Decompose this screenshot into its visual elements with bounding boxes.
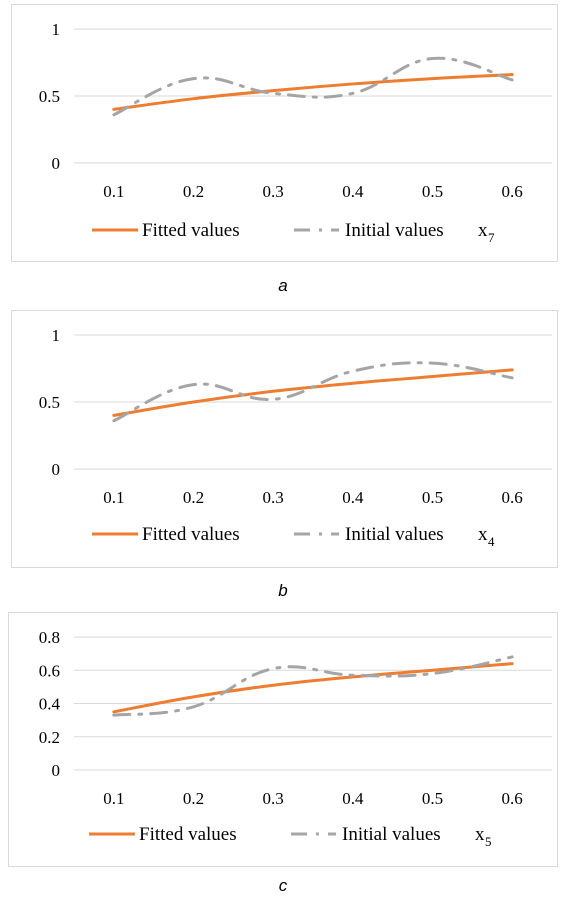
x-tick-label: 0.1 bbox=[103, 488, 124, 507]
x-tick-label: 0.6 bbox=[502, 488, 523, 507]
y-tick-label: 0.5 bbox=[39, 393, 60, 412]
x-tick-label: 0.2 bbox=[183, 789, 204, 808]
chart-svg-b: 0 0.5 1 0.1 0.2 0.3 0.4 0.5 0.6 Fitted values Init… bbox=[39, 326, 552, 549]
chart-caption-c: c bbox=[278, 876, 288, 895]
chart-panel-b: 0 0.5 1 0.1 0.2 0.3 0.4 0.5 0.6 Fitted values Init… bbox=[11, 310, 558, 568]
x-tick-label: 0.5 bbox=[422, 488, 443, 507]
x-tick-label: 0.2 bbox=[183, 488, 204, 507]
legend-variable-subscript: 5 bbox=[485, 834, 492, 849]
legend-variable-label: x bbox=[475, 824, 485, 845]
x-tick-label: 0.6 bbox=[502, 182, 523, 201]
y-tick-label: 0.4 bbox=[39, 695, 61, 714]
x-tick-label: 0.2 bbox=[183, 182, 204, 201]
x-tick-label: 0.1 bbox=[103, 789, 124, 808]
y-tick-label: 1 bbox=[52, 20, 61, 39]
x-tick-label: 0.4 bbox=[342, 488, 364, 507]
legend-variable-label: x bbox=[478, 220, 488, 241]
y-tick-label: 1 bbox=[52, 326, 61, 345]
initial-values-line bbox=[112, 655, 514, 717]
fitted-values-line bbox=[112, 662, 514, 714]
chart-panel-a: 0 0.5 1 0.1 0.2 0.3 0.4 0.5 0.6 Fitted values Init… bbox=[11, 4, 558, 262]
legend-variable-label: x bbox=[478, 524, 488, 545]
x-tick-label: 0.6 bbox=[502, 789, 523, 808]
chart-svg-a: 0 0.5 1 0.1 0.2 0.3 0.4 0.5 0.6 Fitted values Init… bbox=[39, 20, 552, 245]
legend-fitted-label: Fitted values bbox=[142, 524, 240, 545]
x-tick-label: 0.5 bbox=[422, 182, 443, 201]
legend-variable-subscript: 7 bbox=[488, 230, 495, 245]
y-tick-label: 0.6 bbox=[39, 661, 60, 680]
x-tick-label: 0.3 bbox=[263, 182, 284, 201]
y-tick-label: 0.5 bbox=[39, 87, 60, 106]
fitted-values-line bbox=[112, 368, 514, 417]
y-tick-label: 0 bbox=[52, 154, 61, 173]
legend-initial-label: Initial values bbox=[345, 524, 444, 545]
x-tick-label: 0.4 bbox=[342, 789, 364, 808]
chart-caption-b: b bbox=[278, 581, 288, 600]
chart-caption-a: a bbox=[278, 276, 288, 295]
y-tick-label: 0 bbox=[52, 460, 61, 479]
legend-initial-label: Initial values bbox=[345, 220, 444, 241]
x-tick-label: 0.3 bbox=[263, 789, 284, 808]
y-tick-label: 0.8 bbox=[39, 628, 60, 647]
y-tick-label: 0.2 bbox=[39, 728, 60, 747]
legend-fitted-label: Fitted values bbox=[142, 220, 240, 241]
chart-svg-c: 0 0.2 0.4 0.6 0.8 0.1 0.2 0.3 0.4 0.5 0.6 Fitted va… bbox=[39, 628, 552, 849]
y-tick-label: 0 bbox=[52, 761, 61, 780]
initial-values-line bbox=[112, 361, 514, 423]
legend-initial-label: Initial values bbox=[342, 824, 441, 845]
fitted-values-line bbox=[112, 73, 514, 111]
x-tick-label: 0.1 bbox=[103, 182, 124, 201]
legend-variable-subscript: 4 bbox=[488, 534, 495, 549]
legend-fitted-label: Fitted values bbox=[139, 824, 237, 845]
x-tick-label: 0.4 bbox=[342, 182, 364, 201]
x-tick-label: 0.3 bbox=[263, 488, 284, 507]
x-tick-label: 0.5 bbox=[422, 789, 443, 808]
chart-panel-c: 0 0.2 0.4 0.6 0.8 0.1 0.2 0.3 0.4 0.5 0.6 Fitted va… bbox=[8, 612, 558, 867]
initial-values-line bbox=[112, 56, 514, 117]
